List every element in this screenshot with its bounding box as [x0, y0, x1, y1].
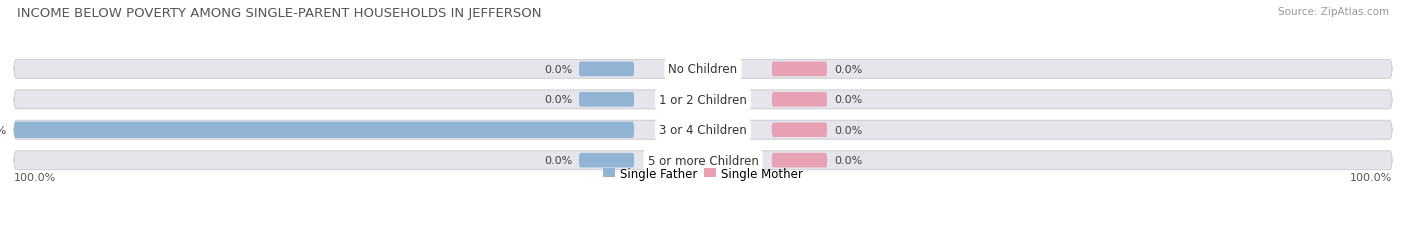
- Text: 0.0%: 0.0%: [544, 65, 572, 75]
- Text: 0.0%: 0.0%: [834, 95, 862, 105]
- Text: INCOME BELOW POVERTY AMONG SINGLE-PARENT HOUSEHOLDS IN JEFFERSON: INCOME BELOW POVERTY AMONG SINGLE-PARENT…: [17, 7, 541, 20]
- FancyBboxPatch shape: [14, 60, 1392, 79]
- Text: No Children: No Children: [668, 63, 738, 76]
- FancyBboxPatch shape: [14, 91, 1392, 109]
- FancyBboxPatch shape: [772, 93, 827, 107]
- Text: 1 or 2 Children: 1 or 2 Children: [659, 93, 747, 106]
- Text: 100.0%: 100.0%: [14, 172, 56, 182]
- FancyBboxPatch shape: [579, 62, 634, 77]
- Text: Source: ZipAtlas.com: Source: ZipAtlas.com: [1278, 7, 1389, 17]
- Text: 0.0%: 0.0%: [834, 155, 862, 165]
- FancyBboxPatch shape: [772, 153, 827, 168]
- FancyBboxPatch shape: [772, 123, 827, 137]
- Text: 100.0%: 100.0%: [1350, 172, 1392, 182]
- FancyBboxPatch shape: [14, 151, 1392, 170]
- Text: 100.0%: 100.0%: [0, 125, 7, 135]
- Text: 0.0%: 0.0%: [834, 125, 862, 135]
- FancyBboxPatch shape: [14, 122, 634, 138]
- Text: 0.0%: 0.0%: [544, 155, 572, 165]
- FancyBboxPatch shape: [14, 121, 1392, 140]
- Legend: Single Father, Single Mother: Single Father, Single Mother: [599, 162, 807, 185]
- Text: 0.0%: 0.0%: [544, 95, 572, 105]
- FancyBboxPatch shape: [772, 62, 827, 77]
- FancyBboxPatch shape: [579, 93, 634, 107]
- Text: 0.0%: 0.0%: [834, 65, 862, 75]
- Text: 5 or more Children: 5 or more Children: [648, 154, 758, 167]
- Text: 3 or 4 Children: 3 or 4 Children: [659, 124, 747, 137]
- FancyBboxPatch shape: [579, 153, 634, 168]
